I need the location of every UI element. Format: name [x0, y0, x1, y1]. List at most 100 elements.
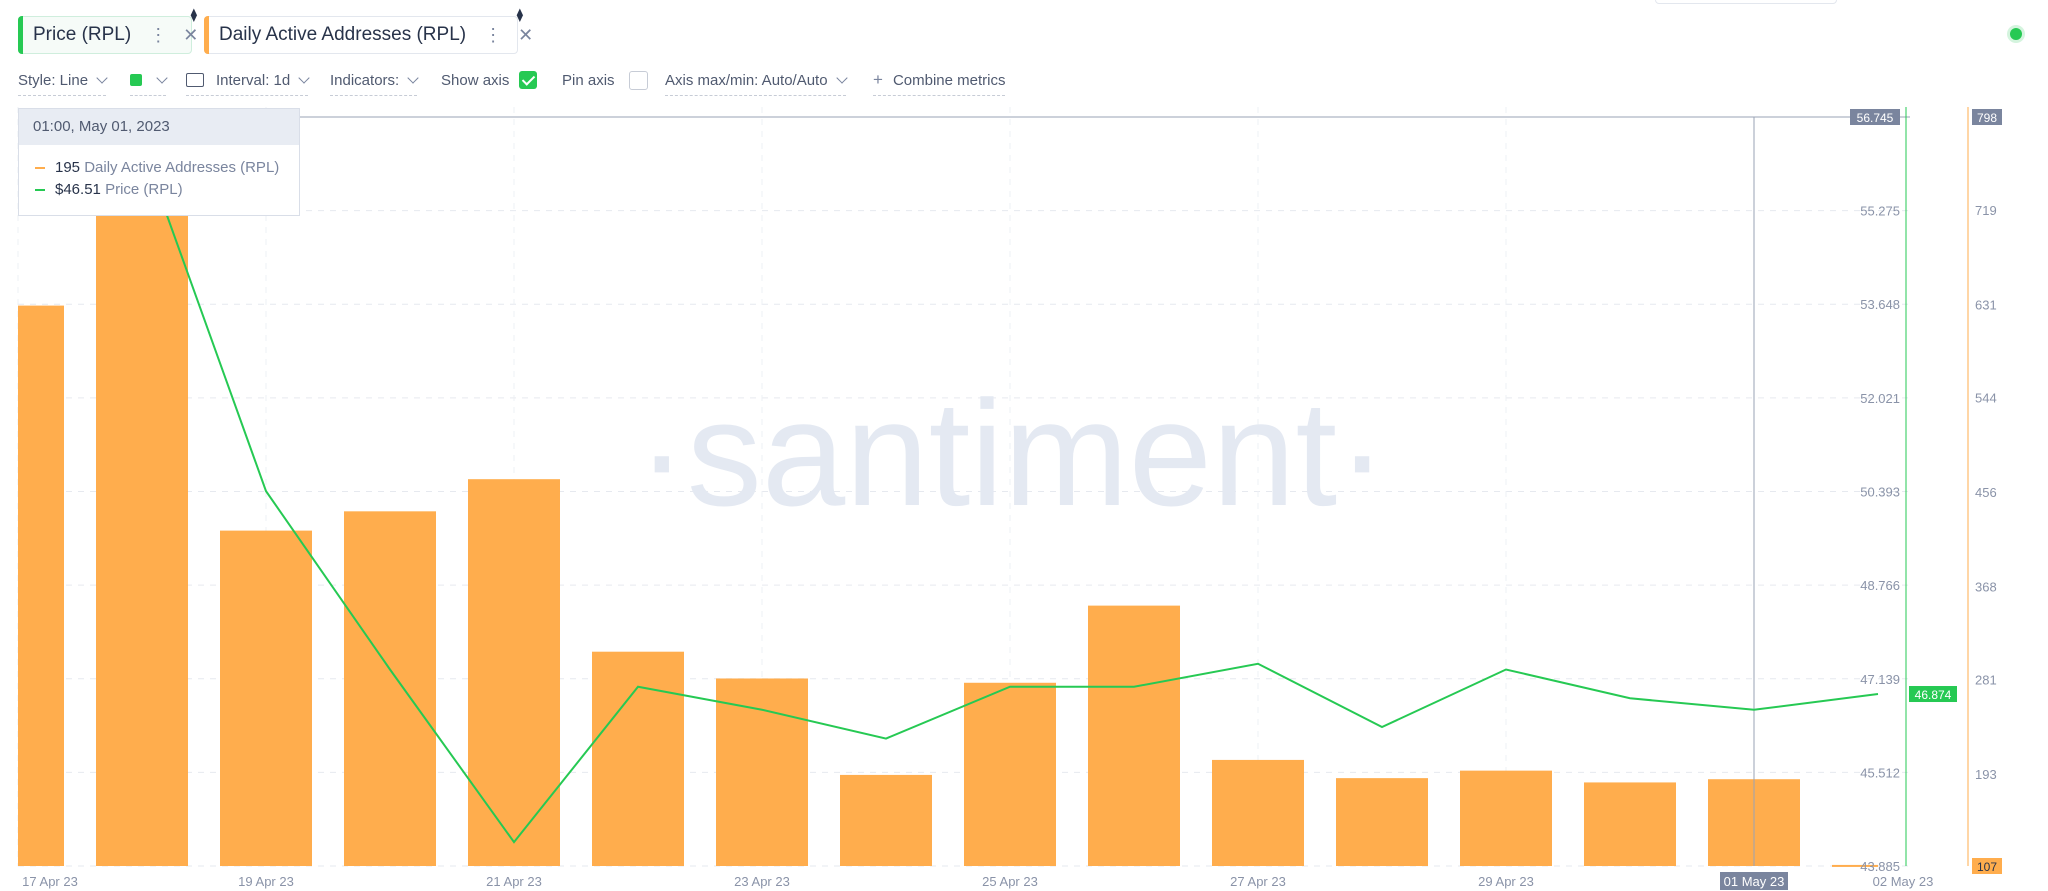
- bar: [592, 651, 684, 866]
- chevron-down-icon: [407, 71, 419, 84]
- show-axis-label: Show axis: [441, 71, 510, 89]
- bar: [468, 479, 560, 866]
- x-tick-label: 17 Apr 23: [22, 874, 78, 889]
- bar: [344, 511, 436, 866]
- price-tick-label: 53.648: [1860, 297, 1900, 312]
- tooltip-date: 01:00, May 01, 2023: [19, 109, 299, 145]
- bar: [18, 305, 64, 866]
- price-tick-label: 55.275: [1860, 204, 1900, 219]
- ethereum-icon: ⧫: [190, 7, 197, 22]
- price-top-marker-text: 56.745: [1857, 111, 1894, 125]
- axis-maxmin-dropdown[interactable]: Axis max/min: Auto/Auto: [665, 68, 848, 96]
- plus-icon: +: [873, 70, 883, 89]
- chart-canvas[interactable]: ·santiment·56.90255.27553.64852.02150.39…: [0, 100, 2048, 890]
- price-line: [141, 145, 1879, 844]
- pin-axis-label: Pin axis: [562, 71, 615, 89]
- x-tick-label: 21 Apr 23: [486, 874, 542, 889]
- daa-tick-label: 193: [1975, 767, 1997, 782]
- chevron-down-icon: [835, 71, 848, 84]
- daa-tick-label: 368: [1975, 579, 1997, 594]
- bar: [1584, 782, 1676, 866]
- bar: [1336, 778, 1428, 866]
- daa-top-marker: [1972, 109, 2002, 125]
- x-tick-label: 25 Apr 23: [982, 874, 1038, 889]
- price-last-marker: [1909, 686, 1957, 703]
- series-marker: [35, 189, 45, 192]
- bar: [716, 678, 808, 866]
- show-axis-toggle[interactable]: Show axis: [441, 68, 538, 92]
- tooltip-value: $46.51: [55, 181, 101, 198]
- indicators-dropdown[interactable]: Indicators:: [330, 68, 419, 96]
- color-swatch: [130, 74, 142, 86]
- x-tick-label: 27 Apr 23: [1230, 874, 1286, 889]
- watermark-text: ·santiment·: [637, 369, 1387, 537]
- crosshair-date-marker: [1720, 872, 1788, 890]
- style-label: Style: Line: [18, 71, 89, 89]
- daa-tick-label: 544: [1975, 391, 1997, 406]
- bar: [840, 774, 932, 866]
- x-tick-label: 29 Apr 23: [1478, 874, 1534, 889]
- combine-metrics-button[interactable]: + Combine metrics: [873, 68, 1006, 96]
- tab-label: Daily Active Addresses (RPL): [219, 24, 467, 45]
- x-tick-label: 23 Apr 23: [734, 874, 790, 889]
- metric-tab-price[interactable]: Price (RPL) ⋮ ✕ ⧫: [18, 7, 198, 54]
- tab-label: Price (RPL): [33, 24, 132, 45]
- style-dropdown[interactable]: Style: Line: [18, 68, 108, 96]
- price-tick-label: 48.766: [1860, 578, 1900, 593]
- bar: [1832, 864, 1878, 867]
- price-tick-label: 45.512: [1860, 765, 1900, 780]
- close-icon[interactable]: ✕: [518, 24, 534, 45]
- pin-axis-checkbox[interactable]: [628, 70, 648, 90]
- status-indicator-icon: [2010, 28, 2022, 40]
- bar: [220, 530, 312, 866]
- indicators-label: Indicators:: [330, 71, 400, 89]
- tooltip-series-name: Daily Active Addresses (RPL): [84, 159, 280, 176]
- price-top-marker: [1850, 109, 1900, 125]
- kebab-menu-icon[interactable]: ⋮: [149, 24, 168, 45]
- interval-label: Interval: 1d: [216, 71, 291, 89]
- bar: [1460, 770, 1552, 866]
- daa-top-marker-text: 798: [1977, 111, 1997, 125]
- x-tick-label: 02 May 23: [1873, 874, 1934, 889]
- daa-tick-label: 719: [1975, 203, 1997, 218]
- chart-tooltip: 01:00, May 01, 2023 195 Daily Active Add…: [18, 108, 300, 216]
- tooltip-row-price: $46.51 Price (RPL): [35, 181, 183, 198]
- tooltip-series-name: Price (RPL): [105, 181, 183, 198]
- interval-dropdown[interactable]: Interval: 1d: [186, 68, 310, 96]
- bar: [964, 682, 1056, 866]
- tooltip-row-daa: 195 Daily Active Addresses (RPL): [35, 159, 279, 176]
- x-tick-label: 19 Apr 23: [238, 874, 294, 889]
- chevron-down-icon: [298, 71, 310, 84]
- tab-accent: [18, 16, 23, 54]
- tab-accent: [204, 16, 209, 54]
- metric-tab-daily-active-addresses[interactable]: Daily Active Addresses (RPL) ⋮ ✕ ⧫: [204, 7, 533, 54]
- bar: [96, 117, 188, 866]
- tooltip-value: 195: [55, 159, 81, 176]
- series-marker: [35, 167, 45, 170]
- daa-tick-label: 456: [1975, 485, 1997, 500]
- ethereum-icon: ⧫: [516, 7, 523, 22]
- pin-axis-toggle[interactable]: Pin axis: [562, 68, 648, 92]
- price-tick-label: 43.885: [1860, 859, 1900, 874]
- top-right-box: [1655, 0, 1837, 4]
- combine-metrics-label: Combine metrics: [892, 71, 1006, 89]
- color-dropdown[interactable]: [130, 68, 168, 96]
- price-tick-label: 52.021: [1860, 391, 1900, 406]
- price-tick-label: 47.139: [1860, 672, 1900, 687]
- daa-tick-label: 281: [1975, 673, 1997, 688]
- crosshair-date-label: 01 May 23: [1724, 874, 1785, 889]
- close-icon[interactable]: ✕: [183, 24, 199, 45]
- price-tick-label: 50.393: [1860, 485, 1900, 500]
- daa-tick-label: 631: [1975, 298, 1997, 313]
- bar: [1088, 605, 1180, 866]
- chevron-down-icon: [156, 71, 168, 84]
- price-last-marker-text: 46.874: [1915, 688, 1952, 702]
- ruler-icon: [186, 73, 204, 87]
- kebab-menu-icon[interactable]: ⋮: [484, 24, 503, 45]
- daa-bottom-marker: [1972, 858, 2002, 874]
- axis-maxmin-label: Axis max/min: Auto/Auto: [665, 71, 828, 89]
- chevron-down-icon: [96, 71, 108, 84]
- bar: [1212, 759, 1304, 866]
- daa-bottom-marker-text: 107: [1977, 860, 1997, 874]
- show-axis-checkbox[interactable]: [519, 71, 538, 89]
